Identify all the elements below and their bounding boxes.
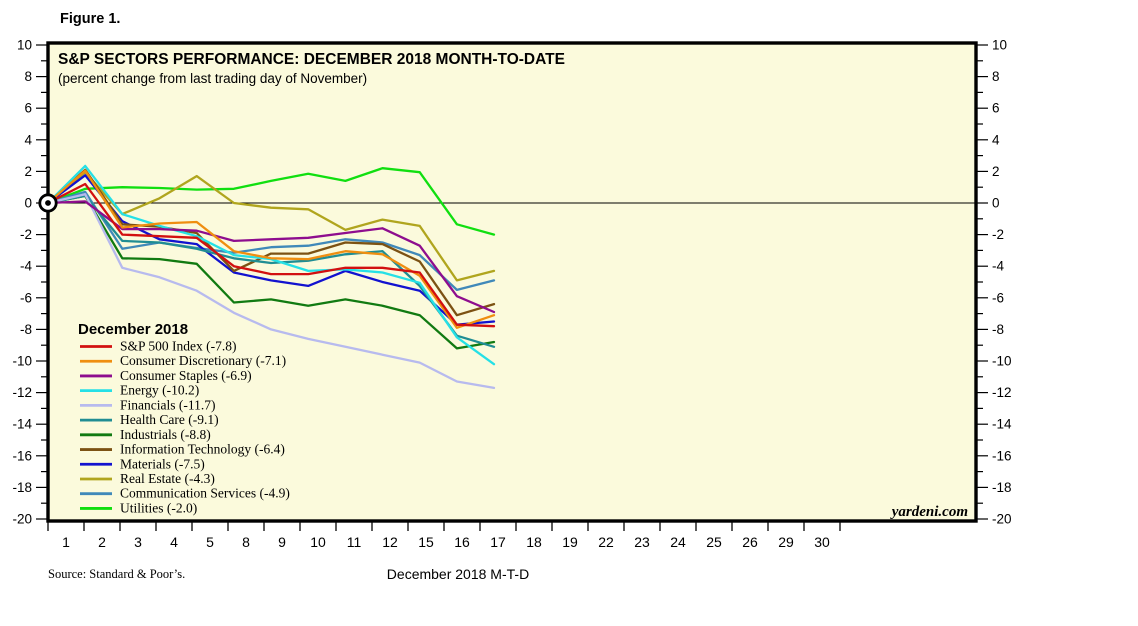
y-axis-label-left: -10 <box>12 354 32 369</box>
plot-area <box>46 41 978 523</box>
legend-label-materials: Materials (-7.5) <box>120 456 205 471</box>
legend-label-information-technology: Information Technology (-6.4) <box>120 442 285 457</box>
series-line-communication-services <box>46 190 496 292</box>
x-axis-label-8: 8 <box>242 534 250 550</box>
axes: 10 108 86 64 42 20 0-2 -2-4 -4-6 -6-8 -8-10 -10-12-… <box>12 38 1012 551</box>
y-axis-label-right: -6 <box>992 290 1004 305</box>
legend-label-s-p-500-index: S&P 500 Index (-7.8) <box>120 339 237 354</box>
y-axis-label-left: 2 <box>24 164 32 179</box>
x-axis-label-26: 26 <box>742 534 758 550</box>
y-axis-label-right: -20 <box>992 512 1012 527</box>
figure-label: Figure 1. <box>60 11 120 27</box>
y-axis-label-left: -14 <box>12 417 32 432</box>
x-axis-label-25: 25 <box>706 534 722 550</box>
x-axis-label-10: 10 <box>310 534 326 550</box>
legend-label-energy: Energy (-10.2) <box>120 383 199 398</box>
x-axis-label-9: 9 <box>278 534 286 550</box>
x-axis-label-22: 22 <box>598 534 614 550</box>
watermark: yardeni.com <box>890 504 968 520</box>
legend: December 2018 S&P 500 Index (-7.8)Consum… <box>78 321 290 515</box>
y-axis-label-left: 0 <box>24 196 32 211</box>
y-axis-label-right: 6 <box>992 101 1000 116</box>
x-axis-label-1: 1 <box>62 534 70 550</box>
y-axis-label-left: -4 <box>20 259 32 274</box>
data-series <box>46 164 496 390</box>
series-line-information-technology <box>46 168 496 317</box>
legend-label-consumer-discretionary: Consumer Discretionary (-7.1) <box>120 353 286 368</box>
series-line-financials <box>46 193 496 390</box>
legend-label-real-estate: Real Estate (-4.3) <box>120 471 215 486</box>
y-axis-label-right: 4 <box>992 132 1000 147</box>
y-axis-label-right: -12 <box>992 385 1012 400</box>
series-line-consumer-discretionary <box>46 169 496 329</box>
x-axis-label-19: 19 <box>562 534 578 550</box>
x-axis-label-30: 30 <box>814 534 830 550</box>
y-axis-label-right: 10 <box>992 38 1007 53</box>
legend-title: December 2018 <box>78 321 188 338</box>
x-axis-title: December 2018 M-T-D <box>387 566 529 582</box>
origin-marker <box>38 193 58 213</box>
x-axis-label-17: 17 <box>490 534 506 550</box>
legend-label-industrials: Industrials (-8.8) <box>120 427 211 442</box>
y-axis-label-left: -12 <box>12 385 32 400</box>
series-line-consumer-staples <box>46 200 496 314</box>
y-axis-label-right: -18 <box>992 480 1012 495</box>
legend-label-utilities: Utilities (-2.0) <box>120 500 197 515</box>
series-line-health-care <box>46 194 496 348</box>
y-axis-label-left: 4 <box>24 132 32 147</box>
series-line-industrials <box>46 194 496 350</box>
y-axis-label-left: -2 <box>20 227 32 242</box>
chart-title: S&P SECTORS PERFORMANCE: DECEMBER 2018 M… <box>58 51 565 68</box>
series-line-s-p-500-index <box>46 182 496 328</box>
y-axis-label-right: 0 <box>992 196 1000 211</box>
x-axis-label-2: 2 <box>98 534 106 550</box>
y-axis-label-right: 2 <box>992 164 1000 179</box>
y-axis-label-right: -16 <box>992 448 1012 463</box>
x-axis-label-12: 12 <box>382 534 398 550</box>
x-axis-label-23: 23 <box>634 534 650 550</box>
source-note: Source: Standard & Poor’s. <box>48 567 185 581</box>
x-axis-label-29: 29 <box>778 534 794 550</box>
x-axis-label-16: 16 <box>454 534 470 550</box>
chart-subtitle: (percent change from last trading day of… <box>58 71 367 86</box>
y-axis-label-left: 10 <box>17 38 32 53</box>
y-axis-label-right: -2 <box>992 227 1004 242</box>
y-axis-label-right: -8 <box>992 322 1004 337</box>
y-axis-label-left: -18 <box>12 480 32 495</box>
legend-label-communication-services: Communication Services (-4.9) <box>120 486 290 501</box>
x-axis-label-24: 24 <box>670 534 686 550</box>
y-axis-label-left: -6 <box>20 290 32 305</box>
y-axis-label-left: -20 <box>12 512 32 527</box>
y-axis-label-right: -14 <box>992 417 1012 432</box>
x-axis-label-5: 5 <box>206 534 214 550</box>
series-line-materials <box>46 174 496 326</box>
x-axis-label-4: 4 <box>170 534 178 550</box>
x-axis-label-3: 3 <box>134 534 142 550</box>
y-axis-label-right: -4 <box>992 259 1004 274</box>
series-line-utilities <box>46 167 496 236</box>
y-axis-label-left: 6 <box>24 101 32 116</box>
y-axis-label-left: 8 <box>24 69 32 84</box>
y-axis-label-right: 8 <box>992 69 1000 84</box>
legend-label-health-care: Health Care (-9.1) <box>120 412 219 427</box>
legend-label-financials: Financials (-11.7) <box>120 397 215 412</box>
legend-label-consumer-staples: Consumer Staples (-6.9) <box>120 368 252 383</box>
x-axis-label-18: 18 <box>526 534 542 550</box>
x-axis-label-15: 15 <box>418 534 434 550</box>
y-axis-label-left: -16 <box>12 448 32 463</box>
y-axis-label-right: -10 <box>992 354 1012 369</box>
y-axis-label-left: -8 <box>20 322 32 337</box>
x-axis-label-11: 11 <box>347 534 362 550</box>
